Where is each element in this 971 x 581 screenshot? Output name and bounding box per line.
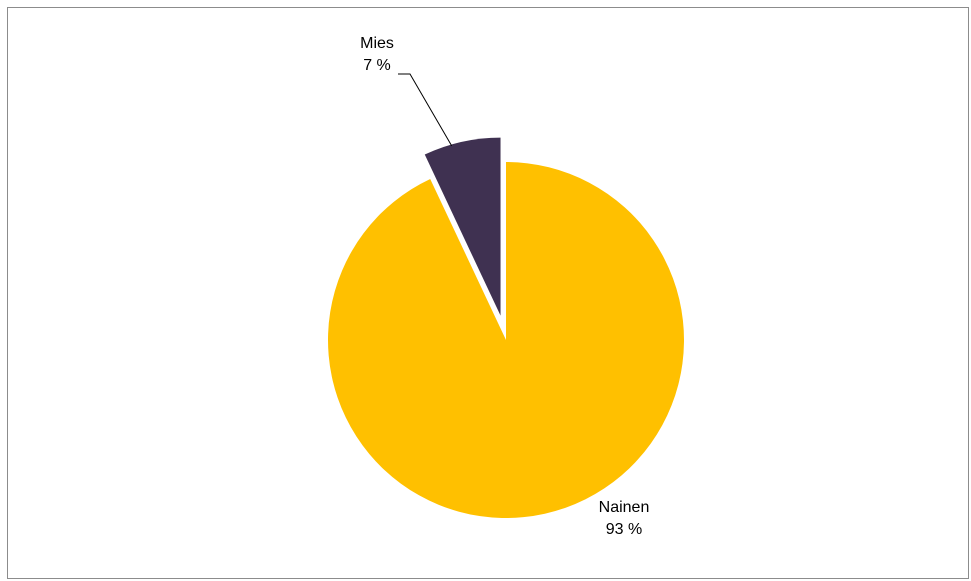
data-label-mies: Mies 7 % [360, 35, 453, 147]
pie-slices [327, 137, 684, 518]
data-label-value-mies: 7 % [363, 57, 391, 74]
pie-slice-mies [424, 137, 501, 316]
data-label-nainen: Nainen 93 % [599, 499, 650, 538]
pie-labels: Nainen 93 % Mies 7 % [360, 35, 649, 538]
data-label-category-nainen: Nainen [599, 499, 650, 516]
data-label-category-mies: Mies [360, 35, 394, 52]
leader-line-mies [398, 73, 453, 147]
data-label-value-nainen: 93 % [606, 521, 642, 538]
pie-slice-nainen [327, 162, 684, 518]
